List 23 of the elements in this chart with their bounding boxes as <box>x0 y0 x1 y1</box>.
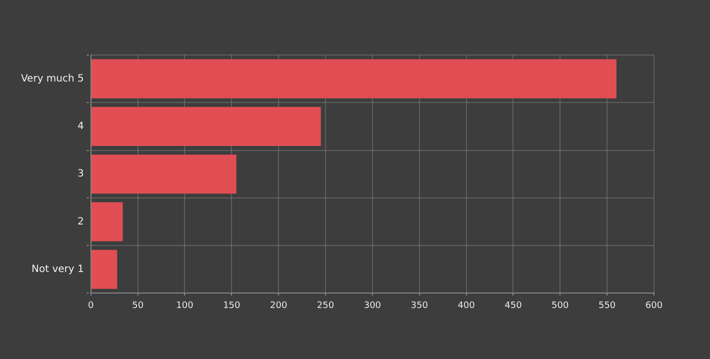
bar <box>91 202 123 242</box>
x-tick-label: 0 <box>88 300 94 311</box>
bar <box>91 59 616 98</box>
y-tick-label: 4 <box>78 121 84 132</box>
x-tick-label: 300 <box>364 300 382 311</box>
y-tick-label: Not very 1 <box>32 264 84 275</box>
x-tick-label: 450 <box>504 300 522 311</box>
y-tick-label: 2 <box>78 216 84 228</box>
x-tick-label: 500 <box>552 300 570 311</box>
bar <box>91 250 118 289</box>
bar <box>91 106 321 146</box>
x-tick-label: 50 <box>132 300 144 311</box>
x-tick-label: 150 <box>223 300 241 311</box>
x-tick-label: 550 <box>598 300 616 311</box>
bar <box>91 154 236 194</box>
x-tick-label: 200 <box>270 300 288 311</box>
y-tick-label: Very much 5 <box>20 73 84 84</box>
x-tick-label: 100 <box>176 300 194 311</box>
x-tick-label: 600 <box>645 300 663 311</box>
x-tick-label: 350 <box>410 300 428 311</box>
y-tick-label: 3 <box>78 168 84 180</box>
x-tick-label: 250 <box>316 300 334 311</box>
x-tick-label: 400 <box>458 300 476 311</box>
